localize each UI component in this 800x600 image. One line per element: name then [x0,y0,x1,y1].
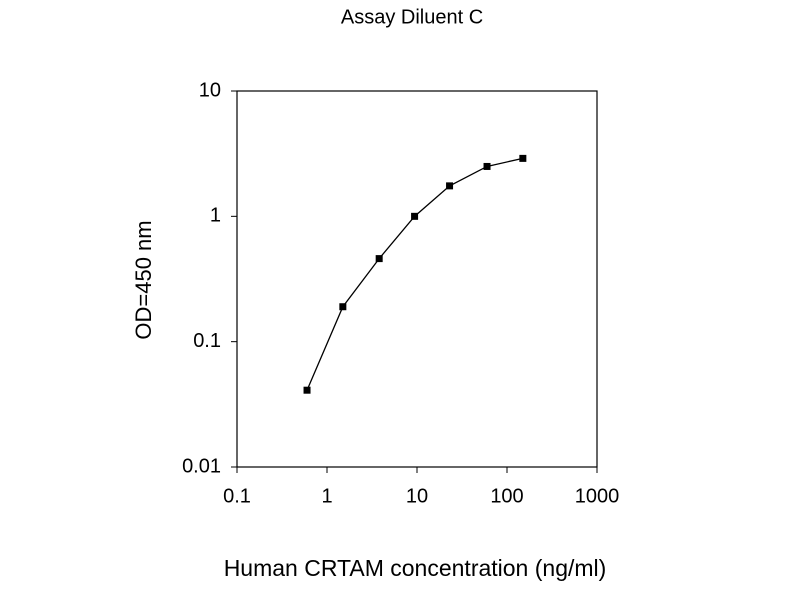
x-tick-label: 0.1 [223,485,251,507]
y-tick-label: 10 [199,79,221,101]
data-point [303,386,311,394]
chart-title: Assay Diluent C [341,6,483,28]
y-tick-label: 0.1 [193,330,221,352]
series-line [306,157,523,391]
data-point [375,255,383,263]
data-point [519,154,527,162]
data-point [339,303,347,311]
y-tick-label: 0.01 [182,455,221,477]
plot-frame [236,90,598,468]
x-tick-label: 1000 [575,485,620,507]
x-tick-label: 10 [406,485,428,507]
data-point [411,212,419,220]
data-point [483,162,491,170]
x-tick-label: 100 [490,485,523,507]
y-axis-label: OD=450 nm [131,220,156,339]
x-axis-label: Human CRTAM concentration (ng/ml) [224,555,607,581]
data-point [446,182,454,190]
y-tick-label: 1 [210,205,221,227]
x-tick-label: 1 [321,485,332,507]
